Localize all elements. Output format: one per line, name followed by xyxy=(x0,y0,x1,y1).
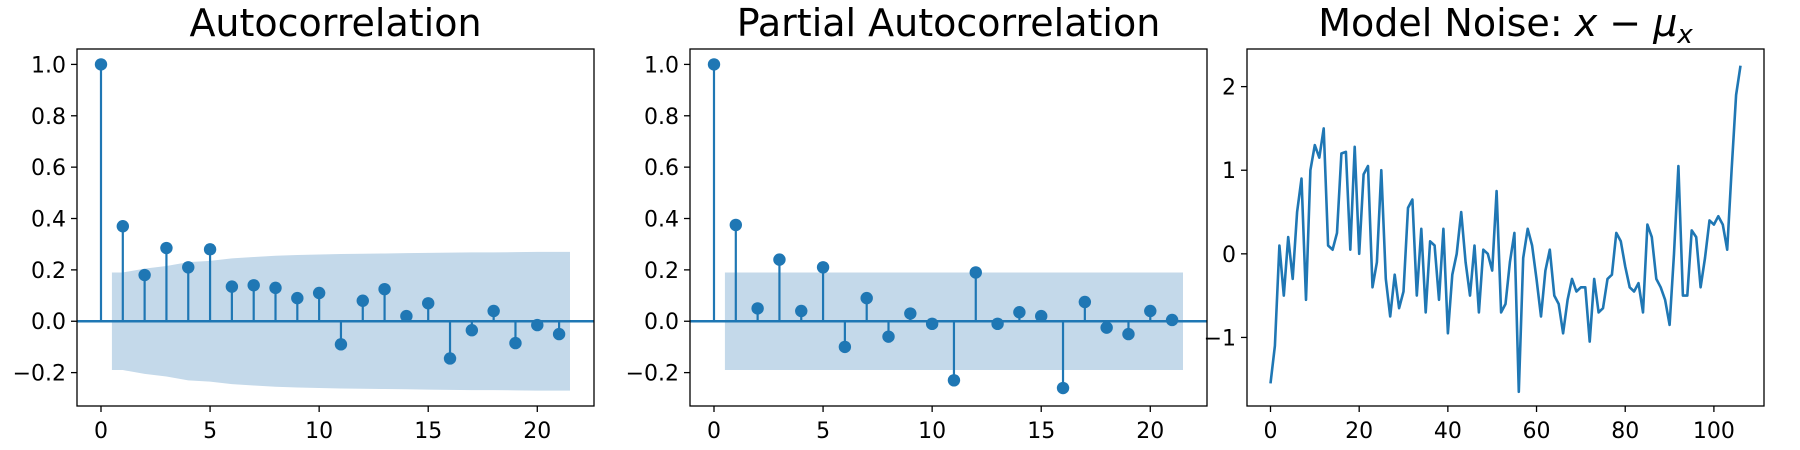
y-tick-label: 0.8 xyxy=(31,105,66,130)
x-tick-label: 100 xyxy=(1693,419,1735,444)
y-tick-label: 0.2 xyxy=(31,259,66,284)
marker-lag-17 xyxy=(1078,295,1092,309)
marker-lag-4 xyxy=(182,261,195,274)
marker-lag-0 xyxy=(94,58,108,71)
x-tick-label: 10 xyxy=(918,419,946,444)
x-tick-label: 20 xyxy=(1136,419,1164,444)
marker-lag-14 xyxy=(1013,306,1026,319)
marker-lag-5 xyxy=(816,261,830,274)
marker-lag-8 xyxy=(269,281,282,295)
y-tick-label: 0.0 xyxy=(31,310,66,335)
marker-lag-21 xyxy=(552,327,566,341)
marker-lag-5 xyxy=(203,243,217,256)
marker-lag-12 xyxy=(969,266,982,279)
y-tick-label: 0.8 xyxy=(644,105,679,130)
chart-title: Model Noise: x − μx xyxy=(1318,1,1693,50)
plot-area xyxy=(77,58,594,391)
marker-lag-9 xyxy=(291,291,304,305)
chart-2: 0 5 10 15 20 −0.2 0.0 0.2 0.4 0.6 0.8 1.0 Partial Au… xyxy=(626,1,1208,444)
x-tick-label: 20 xyxy=(523,419,551,444)
marker-lag-16 xyxy=(443,352,457,365)
marker-lag-11 xyxy=(947,374,961,387)
marker-lag-4 xyxy=(795,304,808,318)
plot-area xyxy=(1269,65,1742,394)
marker-lag-20 xyxy=(1144,304,1157,318)
y-tick-label: 0 xyxy=(1222,243,1236,268)
y-tick-label: −0.2 xyxy=(626,362,679,387)
x-tick-label: 15 xyxy=(1027,419,1055,444)
chart-1: 0 5 10 15 20 −0.2 0.0 0.2 0.4 0.6 0.8 1.0 Autocorrel… xyxy=(13,1,595,444)
marker-lag-2 xyxy=(751,302,764,315)
marker-lag-12 xyxy=(356,294,369,307)
marker-lag-1 xyxy=(729,218,743,232)
chart-title-subscript: x xyxy=(1676,20,1693,50)
y-tick-label: −1 xyxy=(1204,326,1236,351)
x-tick-label: 10 xyxy=(305,419,333,444)
marker-lag-7 xyxy=(247,279,260,292)
marker-lag-7 xyxy=(860,291,873,305)
marker-lag-2 xyxy=(138,268,151,282)
x-tick-label: 15 xyxy=(414,419,442,444)
chart-title: Partial Autocorrelation xyxy=(737,1,1161,45)
plot-frame xyxy=(76,48,595,407)
x-tick-label: 80 xyxy=(1611,419,1639,444)
y-tick-label: 1 xyxy=(1222,159,1236,184)
y-tick-label: 0.4 xyxy=(644,208,679,233)
marker-lag-13 xyxy=(378,282,391,296)
x-tick-label: 0 xyxy=(707,419,721,444)
x-tick-label: 20 xyxy=(1345,419,1373,444)
marker-lag-15 xyxy=(1035,309,1048,323)
marker-lag-16 xyxy=(1056,381,1070,395)
chart-3: 0 20 40 60 80 100 −1 0 1 2 Model Noise: x − μx xyxy=(1204,1,1765,444)
marker-lag-19 xyxy=(509,336,522,350)
marker-lag-19 xyxy=(1122,327,1135,341)
marker-lag-18 xyxy=(1100,321,1113,334)
y-tick-label: −0.2 xyxy=(13,362,66,387)
marker-lag-8 xyxy=(882,330,895,343)
noise-series-line xyxy=(1269,65,1742,394)
y-tick-label: 0.6 xyxy=(31,156,66,181)
marker-lag-21 xyxy=(1165,313,1179,327)
plot-frame xyxy=(689,48,1208,407)
marker-lag-13 xyxy=(991,317,1004,331)
x-tick-label: 0 xyxy=(1264,419,1278,444)
marker-lag-18 xyxy=(487,304,500,318)
marker-lag-10 xyxy=(925,317,939,331)
y-tick-label: 0.2 xyxy=(644,259,679,284)
marker-lag-14 xyxy=(400,309,413,323)
marker-lag-9 xyxy=(904,307,917,320)
marker-lag-11 xyxy=(334,338,348,351)
marker-lag-15 xyxy=(422,297,435,310)
y-tick-label: 2 xyxy=(1222,76,1236,101)
y-tick-label: 1.0 xyxy=(31,53,66,78)
x-tick-label: 40 xyxy=(1434,419,1462,444)
y-tick-label: 0.0 xyxy=(644,310,679,335)
x-tick-label: 0 xyxy=(94,419,108,444)
chart-title-math: x − μ xyxy=(1563,1,1678,45)
marker-lag-6 xyxy=(838,340,852,354)
marker-lag-0 xyxy=(707,58,721,71)
chart-title: Autocorrelation xyxy=(189,1,481,45)
y-tick-label: 0.4 xyxy=(31,208,66,233)
y-tick-label: 0.6 xyxy=(644,156,679,181)
y-tick-label: 1.0 xyxy=(644,53,679,78)
marker-lag-1 xyxy=(116,220,130,233)
x-tick-label: 60 xyxy=(1523,419,1551,444)
marker-lag-10 xyxy=(312,286,326,300)
plot-frame xyxy=(1246,48,1765,407)
marker-lag-20 xyxy=(531,318,544,332)
marker-lag-6 xyxy=(225,280,239,293)
marker-lag-17 xyxy=(465,324,479,337)
marker-lag-3 xyxy=(160,241,173,255)
x-tick-label: 5 xyxy=(203,419,217,444)
marker-lag-3 xyxy=(773,253,786,266)
x-tick-label: 5 xyxy=(816,419,830,444)
plot-area xyxy=(690,58,1207,395)
